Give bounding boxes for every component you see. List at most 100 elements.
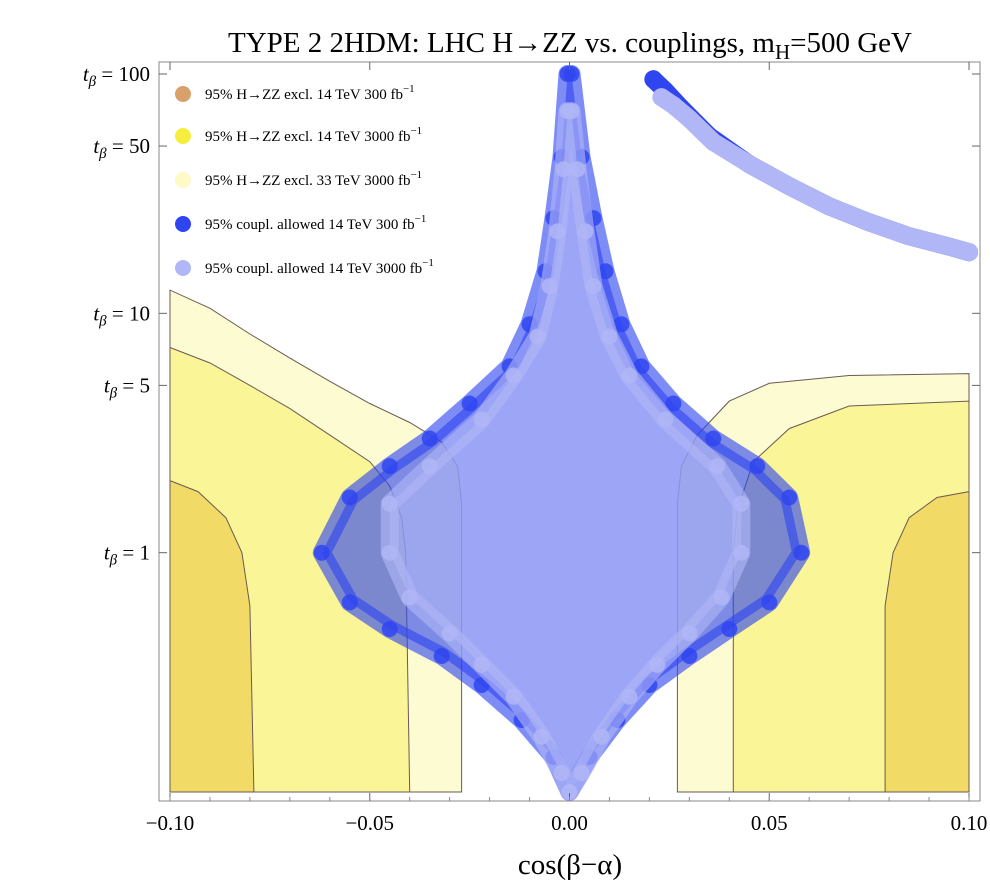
coupling-point (461, 395, 478, 412)
x-tick-label: −0.05 (345, 811, 394, 835)
coupling-point (505, 688, 522, 705)
x-tick-label: 0.10 (951, 811, 988, 835)
legend-item: 95% H→ZZ excl. 14 TeV 3000 fb−1 (175, 125, 422, 145)
coupling-point (555, 161, 572, 178)
coupling-point (613, 316, 630, 333)
coupling-point (549, 223, 566, 240)
coupling-point (505, 367, 522, 384)
coupling-point (709, 458, 726, 475)
exclusion-region-4 (169, 479, 255, 793)
coupling-point (381, 458, 398, 475)
coupling-regions (312, 65, 978, 801)
coupling-point (563, 103, 580, 120)
coupling-point (780, 177, 799, 196)
coupling-point (441, 625, 458, 642)
exclusion-region-5 (884, 490, 970, 793)
coupling-point (473, 656, 490, 673)
coupling-point (665, 395, 682, 412)
coupling-point (633, 358, 650, 375)
y-tick-label: tβ = 50 (93, 134, 150, 162)
chart-title-suffix: =500 GeV (790, 27, 912, 59)
coupling-point (681, 648, 698, 664)
coupling-point (664, 96, 683, 115)
legend-item: 95% coupl. allowed 14 TeV 300 fb−1 (175, 213, 426, 233)
coupling-blob-1 (380, 102, 751, 801)
x-axis-label: cos(β−α) (518, 849, 622, 881)
coupling-point (621, 688, 638, 705)
coupling-point (960, 243, 978, 262)
coupling-point (740, 155, 759, 174)
coupling-point (733, 495, 750, 512)
coupling-point (749, 458, 766, 475)
coupling-point (680, 109, 699, 128)
coupling-point (381, 621, 398, 637)
legend-item: 95% H→ZZ excl. 14 TeV 300 fb−1 (175, 83, 415, 103)
legend-label: 95% coupl. allowed 14 TeV 300 fb−1 (205, 213, 426, 233)
coupling-point (705, 430, 722, 447)
coupling-point (860, 213, 879, 232)
coupling-point (733, 544, 750, 561)
legend-marker (175, 260, 191, 276)
coupling-point (713, 589, 730, 606)
coupling-point (704, 133, 723, 151)
coupling-point (644, 70, 663, 89)
coupling-point (473, 411, 490, 428)
coupling-point (381, 544, 398, 561)
coupling-point (593, 728, 610, 745)
coupling-point (563, 66, 580, 82)
coupling-point (421, 430, 438, 447)
y-tick-label: tβ = 5 (104, 373, 150, 401)
y-tick-label: tβ = 100 (83, 62, 150, 90)
legend-marker (175, 128, 191, 144)
coupling-point (940, 237, 958, 256)
coupling-point (820, 197, 839, 216)
coupling-point (781, 489, 798, 506)
legend-label: 95% H→ZZ excl. 14 TeV 3000 fb−1 (205, 125, 422, 145)
coupling-region-1 (380, 102, 751, 801)
coupling-point (553, 765, 570, 781)
coupling-point (433, 648, 450, 664)
coupling-point (313, 544, 330, 561)
coupling-point (721, 621, 738, 637)
y-tick-label: tβ = 1 (104, 541, 150, 569)
coupling-point (421, 458, 438, 475)
coupling-point (529, 328, 546, 345)
legend: 95% H→ZZ excl. 14 TeV 300 fb−1 95% H→ZZ e… (175, 83, 434, 277)
legend-label: 95% H→ZZ excl. 14 TeV 300 fb−1 (205, 83, 415, 103)
x-tick-label: 0.00 (551, 811, 588, 835)
x-tick-label: −0.10 (146, 811, 195, 835)
coupling-point (649, 656, 666, 673)
coupling-point (341, 594, 358, 611)
coupling-point (577, 223, 594, 240)
coupling-point (597, 263, 614, 280)
legend-marker (175, 86, 191, 102)
coupling-point (621, 367, 638, 384)
coupling-point (561, 784, 578, 800)
coupling-point (569, 161, 586, 178)
coupling-point (533, 728, 550, 745)
coupling-point (381, 495, 398, 512)
coupling-point (341, 489, 358, 506)
coupling-point (401, 589, 418, 606)
coupling-point (681, 625, 698, 642)
y-tick-label: tβ = 10 (93, 301, 150, 329)
coupling-point (657, 411, 674, 428)
legend-marker (175, 172, 191, 188)
coupling-point (585, 278, 602, 295)
chart-title-subscript: H (775, 40, 790, 64)
x-tick-label: 0.05 (751, 811, 788, 835)
coupling-point (573, 765, 590, 781)
legend-item: 95% H→ZZ excl. 33 TeV 3000 fb−1 (175, 169, 422, 189)
legend-item: 95% coupl. allowed 14 TeV 3000 fb−1 (175, 257, 434, 277)
coupling-point (601, 328, 618, 345)
legend-marker (175, 216, 191, 232)
legend-label: 95% coupl. allowed 14 TeV 3000 fb−1 (205, 257, 434, 277)
coupling-point (793, 544, 810, 561)
chart-title: TYPE 2 2HDM: LHC H→ZZ vs. couplings, mH=… (228, 27, 912, 64)
coupling-region-3 (652, 88, 978, 262)
axis-ticks: −0.10 −0.05 0.00 0.05 0.10 tβ = 100 tβ = 50 tβ … (83, 62, 988, 835)
coupling-point (541, 278, 558, 295)
coupling-point (761, 594, 778, 611)
legend-label: 95% H→ZZ excl. 33 TeV 3000 fb−1 (205, 169, 422, 189)
